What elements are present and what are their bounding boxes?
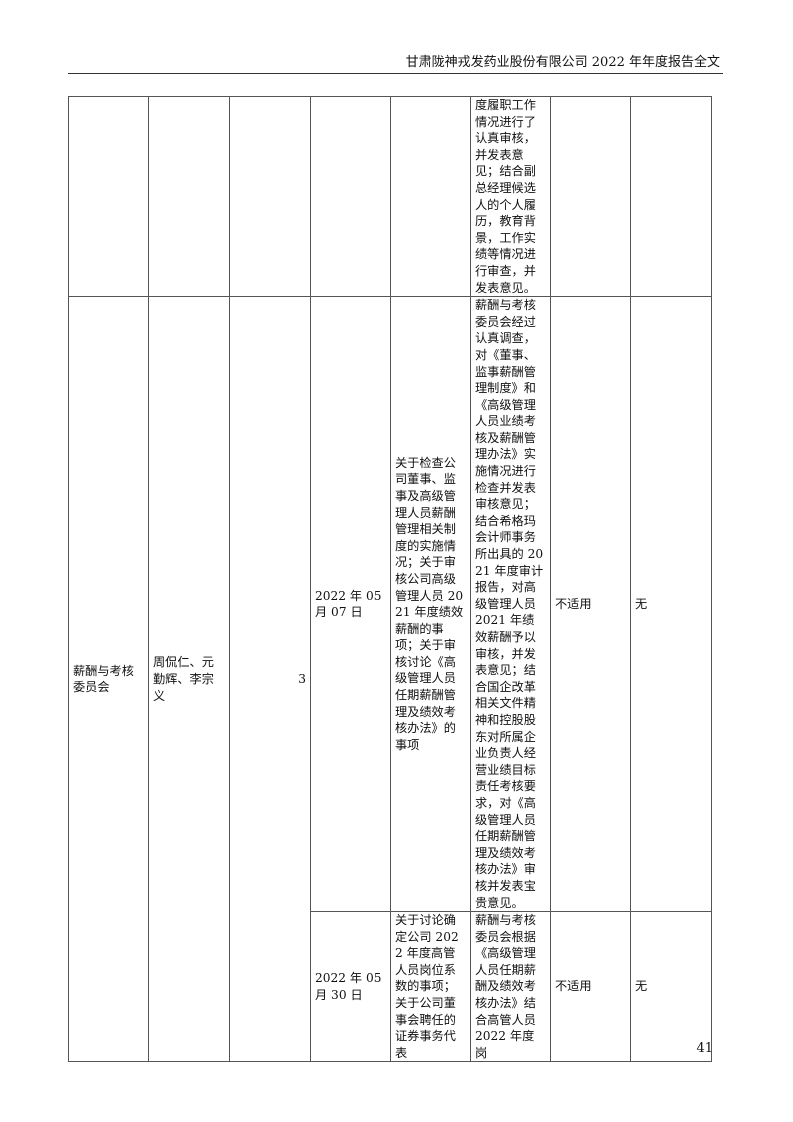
cell-committee xyxy=(68,95,149,298)
cell-date xyxy=(310,95,391,298)
cell-members: 周侃仁、元勤辉、李宗义 xyxy=(148,296,230,1063)
cell-objection: 无 xyxy=(630,296,712,913)
cell-content: 关于检查公司董事、监事及高级管理人员薪酬管理相关制度的实施情况；关于审核公司高级… xyxy=(390,296,471,913)
cell-content: 关于讨论确定公司 2022 年度高管人员岗位系数的事项；关于公司董事会聘任的证券… xyxy=(390,911,471,1063)
cell-date: 2022 年 05 月 30 日 xyxy=(310,911,391,1063)
cell-objection xyxy=(630,95,712,298)
table-row: 2022 年 05 月 30 日 关于讨论确定公司 2022 年度高管人员岗位系… xyxy=(69,911,712,1063)
cell-details: 度履职工作情况进行了认真审核，并发表意见；结合副总经理候选人的个人履历，教育背景… xyxy=(470,95,551,298)
committee-meetings-table: 度履职工作情况进行了认真审核，并发表意见；结合副总经理候选人的个人履历，教育背景… xyxy=(68,95,712,1063)
cell-other xyxy=(550,95,631,298)
cell-other: 不适用 xyxy=(550,911,631,1063)
table-row: 度履职工作情况进行了认真审核，并发表意见；结合副总经理候选人的个人履历，教育背景… xyxy=(68,95,712,298)
header-divider xyxy=(68,73,723,74)
cell-meetings xyxy=(229,95,311,298)
cell-committee: 薪酬与考核委员会 xyxy=(68,296,149,1063)
cell-objection: 无 xyxy=(630,911,712,1063)
page-number: 41 xyxy=(696,1041,713,1056)
cell-date: 2022 年 05 月 07 日 xyxy=(310,296,391,913)
cell-details: 薪酬与考核委员会经过认真调查，对《董事、监事薪酬管理制度》和《高级管理人员业绩考… xyxy=(470,296,551,913)
table-row: 薪酬与考核委员会 周侃仁、元勤辉、李宗义 3 2022 年 05 月 07 日 … xyxy=(68,296,712,1063)
cell-members xyxy=(148,95,230,298)
cell-content xyxy=(390,95,471,298)
cell-details: 薪酬与考核委员会根据《高级管理人员任期薪酬及绩效考核办法》结合高管人员 2022… xyxy=(470,911,551,1063)
page-header-title: 甘肃陇神戎发药业股份有限公司 2022 年年度报告全文 xyxy=(405,55,720,70)
cell-other: 不适用 xyxy=(550,296,631,913)
cell-meetings: 3 xyxy=(229,296,311,1063)
